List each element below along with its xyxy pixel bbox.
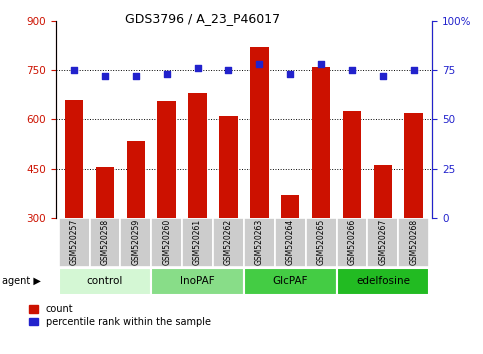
Bar bbox=[250, 47, 269, 218]
FancyBboxPatch shape bbox=[244, 218, 275, 267]
Bar bbox=[127, 141, 145, 218]
Text: GSM520268: GSM520268 bbox=[409, 219, 418, 265]
FancyBboxPatch shape bbox=[244, 268, 337, 295]
Bar bbox=[343, 111, 361, 218]
Bar bbox=[188, 93, 207, 218]
Point bbox=[132, 73, 140, 79]
FancyBboxPatch shape bbox=[337, 268, 429, 295]
Point bbox=[101, 73, 109, 79]
Point bbox=[379, 73, 387, 79]
FancyBboxPatch shape bbox=[182, 218, 213, 267]
Text: GSM520262: GSM520262 bbox=[224, 219, 233, 265]
Text: GSM520260: GSM520260 bbox=[162, 219, 171, 266]
FancyBboxPatch shape bbox=[337, 218, 368, 267]
Text: InoPAF: InoPAF bbox=[180, 276, 215, 286]
Text: GSM520257: GSM520257 bbox=[70, 219, 79, 266]
FancyBboxPatch shape bbox=[120, 218, 151, 267]
Point bbox=[194, 65, 201, 71]
Point bbox=[348, 68, 356, 73]
Text: GSM520265: GSM520265 bbox=[317, 219, 326, 266]
Bar bbox=[404, 113, 423, 218]
Text: edelfosine: edelfosine bbox=[356, 276, 410, 286]
Text: GlcPAF: GlcPAF bbox=[272, 276, 308, 286]
Text: GSM520267: GSM520267 bbox=[378, 219, 387, 266]
Text: GSM520259: GSM520259 bbox=[131, 219, 141, 266]
Point bbox=[317, 62, 325, 67]
FancyBboxPatch shape bbox=[151, 268, 244, 295]
FancyBboxPatch shape bbox=[398, 218, 429, 267]
FancyBboxPatch shape bbox=[275, 218, 306, 267]
Text: agent ▶: agent ▶ bbox=[2, 276, 41, 286]
Text: GSM520263: GSM520263 bbox=[255, 219, 264, 266]
Text: GDS3796 / A_23_P46017: GDS3796 / A_23_P46017 bbox=[125, 12, 281, 25]
Bar bbox=[219, 116, 238, 218]
FancyBboxPatch shape bbox=[58, 268, 151, 295]
FancyBboxPatch shape bbox=[89, 218, 120, 267]
FancyBboxPatch shape bbox=[306, 218, 337, 267]
FancyBboxPatch shape bbox=[368, 218, 398, 267]
Bar bbox=[281, 195, 299, 218]
Point bbox=[163, 72, 170, 77]
Legend: count, percentile rank within the sample: count, percentile rank within the sample bbox=[29, 304, 211, 327]
Point bbox=[286, 72, 294, 77]
Bar bbox=[374, 165, 392, 218]
Point bbox=[70, 68, 78, 73]
Bar bbox=[65, 100, 84, 218]
FancyBboxPatch shape bbox=[151, 218, 182, 267]
Text: GSM520264: GSM520264 bbox=[286, 219, 295, 266]
Text: GSM520266: GSM520266 bbox=[347, 219, 356, 266]
FancyBboxPatch shape bbox=[58, 218, 89, 267]
Bar bbox=[157, 102, 176, 218]
Text: control: control bbox=[87, 276, 123, 286]
Point bbox=[410, 68, 418, 73]
FancyBboxPatch shape bbox=[213, 218, 244, 267]
Text: GSM520258: GSM520258 bbox=[100, 219, 110, 265]
Bar bbox=[96, 167, 114, 218]
Text: GSM520261: GSM520261 bbox=[193, 219, 202, 265]
Point bbox=[256, 62, 263, 67]
Bar bbox=[312, 67, 330, 218]
Point bbox=[225, 68, 232, 73]
